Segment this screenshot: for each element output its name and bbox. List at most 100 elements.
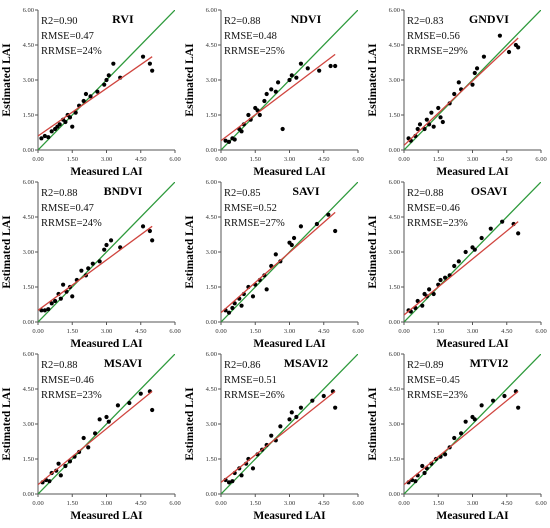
- data-point: [516, 405, 521, 410]
- y-tick-label: 0.00: [389, 491, 400, 498]
- data-point: [298, 224, 304, 229]
- data-point: [275, 80, 281, 85]
- data-point: [147, 61, 152, 66]
- data-point: [67, 459, 73, 464]
- data-point: [97, 417, 102, 422]
- data-point: [326, 212, 331, 217]
- y-tick-label: 0.00: [23, 147, 34, 154]
- data-point: [63, 463, 68, 469]
- x-tick-label: 3.00: [101, 500, 112, 507]
- y-tick-label: 0.00: [206, 491, 217, 498]
- one-to-one-line: [404, 10, 541, 150]
- data-point: [86, 445, 91, 450]
- x-tick-label: 4.50: [135, 328, 146, 335]
- rrmse-label: RRMSE=24%: [41, 46, 102, 57]
- rmse-label: RMSE=0.51: [224, 375, 277, 386]
- panel-title: BNDVI: [104, 184, 143, 198]
- r-squared-label: R2=0.86: [224, 360, 261, 371]
- data-point: [474, 66, 480, 71]
- data-point: [436, 105, 441, 111]
- x-tick-label: 3.00: [284, 500, 295, 507]
- data-point: [140, 54, 146, 59]
- data-point: [317, 68, 322, 73]
- y-axis-label: Estimated LAI: [184, 387, 196, 461]
- x-tick-label: 4.50: [501, 500, 512, 507]
- x-tick-label: 4.50: [135, 156, 146, 163]
- data-point: [479, 235, 484, 241]
- data-point: [250, 466, 256, 471]
- data-point: [506, 49, 512, 55]
- x-tick-label: 1.50: [250, 328, 261, 335]
- r-squared-label: R2=0.88: [41, 360, 78, 371]
- y-tick-label: 6.00: [23, 7, 34, 14]
- y-tick-label: 1.50: [206, 456, 217, 463]
- data-point: [502, 393, 507, 399]
- y-tick-label: 4.50: [206, 42, 217, 49]
- regression-line: [38, 56, 153, 137]
- data-point: [516, 45, 521, 50]
- data-point: [310, 398, 315, 403]
- data-point: [108, 238, 114, 243]
- data-point: [456, 259, 461, 264]
- data-point: [226, 310, 232, 315]
- data-point: [102, 82, 107, 87]
- panel-savi: 0.00 0.00 1.50 1.50 3.00 3.00 4.50 4.50 6.00 6.00…: [184, 179, 364, 350]
- regression-line: [221, 53, 336, 142]
- data-point: [431, 124, 436, 129]
- y-tick-label: 3.00: [206, 421, 217, 428]
- data-point: [479, 403, 484, 408]
- data-point: [232, 137, 237, 142]
- data-point: [264, 287, 269, 292]
- y-tick-label: 3.00: [389, 77, 400, 84]
- x-axis-label: Measured LAI: [436, 338, 509, 350]
- r-squared-label: R2=0.88: [224, 16, 261, 27]
- y-tick-label: 0.00: [389, 319, 400, 326]
- data-point: [289, 410, 294, 415]
- data-point: [47, 479, 52, 484]
- data-point: [61, 282, 66, 287]
- panel-rvi: 0.00 0.00 1.50 1.50 3.00 3.00 4.50 4.50 6.00 6.00…: [1, 7, 181, 178]
- data-point: [57, 122, 62, 127]
- y-tick-label: 6.00: [23, 351, 34, 358]
- y-axis-label: Estimated LAI: [1, 215, 13, 289]
- data-point: [226, 139, 232, 144]
- data-point: [417, 122, 423, 127]
- data-point: [88, 94, 93, 99]
- data-point: [104, 242, 109, 248]
- data-point: [470, 82, 475, 87]
- data-point: [294, 75, 299, 80]
- data-point: [106, 419, 111, 424]
- data-point: [58, 296, 63, 301]
- x-tick-label: 6.00: [535, 500, 546, 507]
- data-point: [147, 228, 152, 234]
- x-tick-label: 4.50: [135, 500, 146, 507]
- y-axis-label: Estimated LAI: [1, 387, 13, 461]
- r-squared-label: R2=0.83: [407, 16, 444, 27]
- regression-line: [38, 225, 153, 311]
- x-tick-label: 6.00: [169, 328, 180, 335]
- y-tick-label: 4.50: [23, 214, 34, 221]
- y-tick-label: 1.50: [206, 284, 217, 291]
- r-squared-label: R2=0.90: [41, 16, 78, 27]
- data-point: [239, 473, 244, 478]
- data-point: [104, 77, 109, 83]
- panel-title: RVI: [112, 12, 134, 26]
- data-point: [127, 400, 132, 406]
- y-tick-label: 6.00: [206, 351, 217, 358]
- y-tick-label: 1.50: [389, 456, 400, 463]
- x-tick-label: 0.00: [215, 500, 226, 507]
- data-point: [255, 108, 260, 113]
- data-point: [138, 391, 143, 396]
- rmse-label: RMSE=0.56: [407, 31, 460, 42]
- data-point: [420, 303, 425, 308]
- data-point: [472, 417, 477, 422]
- data-point: [230, 479, 235, 484]
- y-tick-label: 4.50: [389, 386, 400, 393]
- data-point: [287, 77, 292, 83]
- rrmse-label: RRMSE=27%: [224, 218, 285, 229]
- rmse-label: RMSE=0.47: [41, 31, 94, 42]
- y-axis-label: Estimated LAI: [367, 387, 379, 461]
- y-tick-label: 3.00: [206, 77, 217, 84]
- panel-title: MSAVI: [104, 356, 143, 370]
- y-tick-label: 3.00: [23, 77, 34, 84]
